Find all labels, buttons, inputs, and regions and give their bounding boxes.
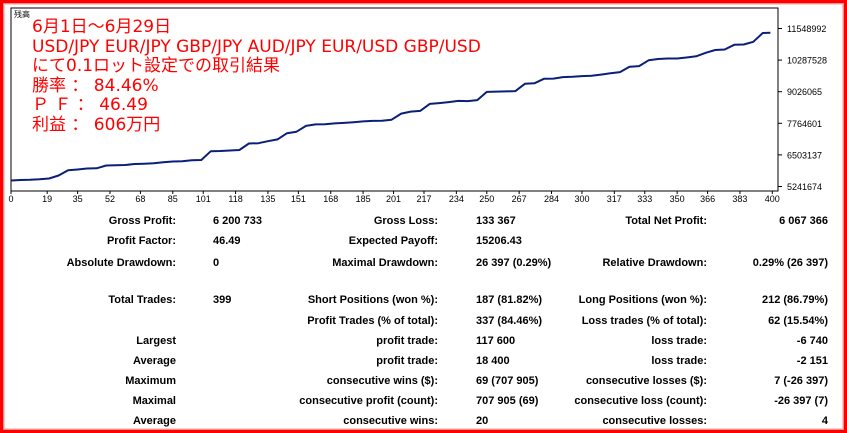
largest-loss-trade-value: -6 740 (796, 335, 828, 347)
x-tick-label: 366 (700, 194, 715, 202)
maximal-consecutive-loss-label: consecutive loss (count): (574, 395, 707, 407)
x-tick-label: 267 (512, 194, 527, 202)
x-tick-label: 52 (105, 194, 115, 202)
x-tick-label: 168 (323, 194, 338, 202)
total-net-profit-value: 6 067 366 (779, 215, 828, 227)
x-tick-label: 68 (135, 194, 145, 202)
x-tick-label: 185 (356, 194, 371, 202)
absolute-drawdown-label: Absolute Drawdown: (66, 257, 176, 269)
x-tick-label: 217 (416, 194, 431, 202)
largest-loss-trade-label: loss trade: (651, 335, 707, 347)
average-consecutive-label: Average (132, 415, 176, 427)
x-tick-label: 383 (732, 194, 747, 202)
gross-loss-label: Gross Loss: (373, 215, 438, 227)
loss-trades-label: Loss trades (% of total): (581, 315, 707, 327)
maximal-consecutive-profit-value: 707 905 (69) (476, 395, 539, 407)
x-tick-label: 350 (670, 194, 685, 202)
x-tick-label: 35 (73, 194, 83, 202)
loss-trades-value: 62 (15.54%) (768, 315, 828, 327)
overlay-profit: 利益 ： 606万円 (32, 114, 161, 135)
y-tick-label: 5241674 (787, 182, 822, 192)
plot-frame (10, 7, 779, 192)
x-tick-label: 400 (765, 194, 780, 202)
report-stats: Gross Profit: 6 200 733 Gross Loss: 133 … (0, 212, 847, 433)
profit-factor-label: Profit Factor: (106, 235, 176, 247)
balance-chart: 残高 5241674 6503137 7764601 9026065 10287528 11… (6, 6, 834, 202)
largest-profit-trade-label: profit trade: (376, 335, 438, 347)
x-tick-label: 317 (607, 194, 622, 202)
overlay-date-range: 6月1日～6月29日 (32, 17, 172, 37)
long-positions-label: Long Positions (won %): (578, 294, 707, 306)
x-tick-label: 135 (260, 194, 275, 202)
profit-trades-value: 337 (84.46%) (476, 315, 543, 327)
expected-payoff-value: 15206.43 (476, 235, 522, 247)
maximal-drawdown-label: Maximal Drawdown: (332, 257, 438, 269)
max-consecutive-wins-value: 69 (707 905) (476, 375, 539, 387)
overlay-win-rate: 勝率 ： 84.46% (32, 75, 159, 96)
total-trades-label: Total Trades: (108, 294, 176, 306)
maximal-consecutive-profit-label: consecutive profit (count): (299, 395, 438, 407)
maximal-consecutive-loss-value: -26 397 (7) (774, 395, 828, 407)
largest-label: Largest (136, 335, 176, 347)
y-tick-label: 10287528 (787, 56, 827, 66)
x-tick-label: 118 (228, 194, 242, 202)
total-net-profit-label: Total Net Profit: (625, 215, 707, 227)
overlay-lot-setting: にて0.1ロット設定での取引結果 (32, 56, 281, 76)
maximum-label: Maximum (125, 375, 176, 387)
average-label: Average (132, 355, 176, 367)
relative-drawdown-label: Relative Drawdown: (602, 257, 707, 269)
balance-chart-svg: 残高 5241674 6503137 7764601 9026065 10287528 11… (8, 7, 827, 202)
gross-loss-value: 133 367 (476, 215, 516, 227)
x-tick-label: 151 (291, 194, 306, 202)
gross-profit-value: 6 200 733 (213, 215, 262, 227)
gross-profit-label: Gross Profit: (108, 215, 176, 227)
short-positions-value: 187 (81.82%) (476, 294, 543, 306)
average-consecutive-wins-value: 20 (476, 415, 489, 427)
x-tick-label: 250 (479, 194, 494, 202)
total-trades-value: 399 (213, 294, 232, 306)
overlay-currency-pairs: USD/JPY EUR/JPY GBP/JPY AUD/JPY EUR/USD … (32, 36, 481, 57)
y-tick-label: 7764601 (787, 119, 822, 129)
average-profit-trade-label: profit trade: (376, 355, 438, 367)
balance-line (10, 31, 771, 182)
max-consecutive-wins-label: consecutive wins ($): (326, 375, 438, 387)
relative-drawdown-value: 0.29% (26 397) (752, 257, 828, 269)
average-loss-trade-value: -2 151 (796, 355, 828, 367)
absolute-drawdown-value: 0 (213, 257, 220, 269)
average-consecutive-losses-label: consecutive losses: (602, 415, 707, 427)
x-tick-label: 234 (449, 194, 464, 202)
x-tick-label: 19 (42, 194, 52, 202)
x-tick-label: 85 (168, 194, 178, 202)
average-consecutive-losses-value: 4 (821, 415, 828, 427)
average-consecutive-wins-label: consecutive wins: (343, 415, 438, 427)
short-positions-label: Short Positions (won %): (307, 294, 438, 306)
x-tick-label: 300 (574, 194, 589, 202)
x-tick-label: 333 (637, 194, 652, 202)
expected-payoff-label: Expected Payoff: (348, 235, 438, 247)
chart-corner-label: 残高 (14, 9, 30, 19)
y-tick-label: 6503137 (787, 150, 822, 160)
x-tick-label: 101 (196, 194, 211, 202)
average-profit-trade-value: 18 400 (476, 355, 510, 367)
y-tick-label: 9026065 (787, 87, 822, 97)
max-consecutive-losses-value: 7 (-26 397) (774, 375, 828, 387)
maximal-label: Maximal (132, 395, 176, 407)
long-positions-value: 212 (86.79%) (761, 294, 828, 306)
x-tick-label: 284 (544, 194, 559, 202)
profit-factor-value: 46.49 (213, 235, 241, 247)
chart-overlay-title: 6月1日～6月29日 USD/JPY EUR/JPY GBP/JPY AUD/J… (32, 17, 481, 135)
largest-profit-trade-value: 117 600 (476, 335, 516, 347)
profit-trades-label: Profit Trades (% of total): (307, 315, 438, 327)
x-tick-label: 201 (386, 194, 401, 202)
x-tick-label: 0 (8, 194, 13, 202)
average-loss-trade-label: loss trade: (651, 355, 707, 367)
overlay-profit-factor: Ｐ Ｆ ： 46.49 (32, 95, 148, 115)
maximal-drawdown-value: 26 397 (0.29%) (476, 257, 552, 269)
y-tick-label: 11548992 (787, 24, 826, 34)
max-consecutive-losses-label: consecutive losses ($): (585, 375, 707, 387)
